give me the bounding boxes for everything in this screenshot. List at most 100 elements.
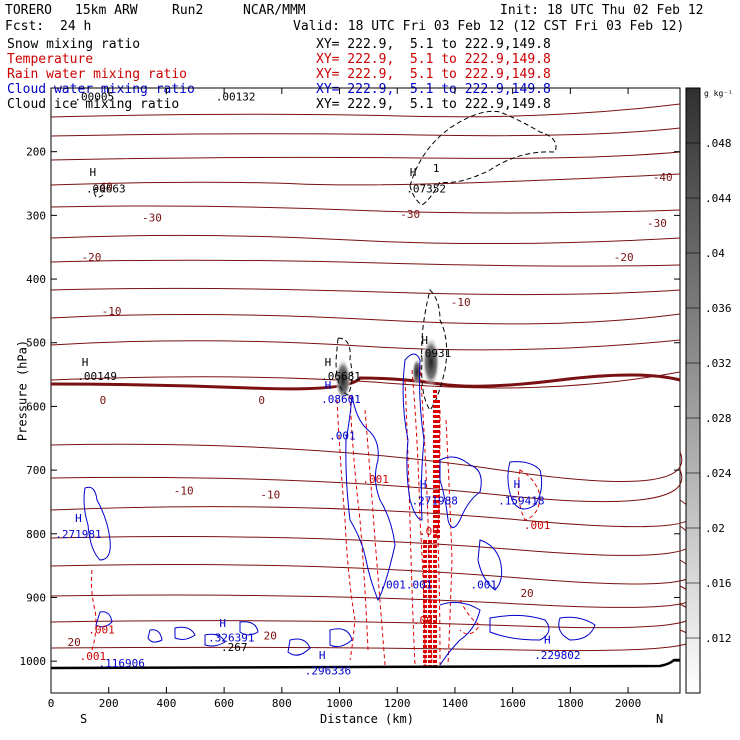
y-tick-label: 300 xyxy=(26,209,46,222)
isotherm-label: -30 xyxy=(142,211,162,224)
y-tick-label: 400 xyxy=(26,273,46,286)
contour-value-label: H xyxy=(219,617,226,630)
field-label-cloud-water: Cloud water mixing ratio xyxy=(7,82,195,97)
field-label-snow: Snow mixing ratio xyxy=(7,37,141,52)
field-xy-rain: XY= 222.9, 5.1 to 222.9,149.8 xyxy=(316,67,551,82)
contour-value-label: .0931 xyxy=(418,347,451,360)
contour-value-label: .00132 xyxy=(216,90,256,103)
cloud-water-contours xyxy=(83,353,596,666)
field-label-cloud-ice: Cloud ice mixing ratio xyxy=(7,97,180,112)
contour-value-label: H xyxy=(75,512,82,525)
header-model: TORERO xyxy=(5,3,52,18)
contour-value-label: .001 xyxy=(88,623,115,636)
x-tick-label: 1200 xyxy=(384,697,411,710)
field-xy-snow: XY= 222.9, 5.1 to 222.9,149.8 xyxy=(316,37,551,52)
contour-value-label: H xyxy=(82,356,89,369)
isotherm-label: -10 xyxy=(174,484,194,497)
header-resolution: 15km ARW xyxy=(75,3,138,18)
contour-value-label: .296336 xyxy=(305,665,351,678)
contour-value-label: .001 xyxy=(362,473,389,486)
isotherm-label: -10 xyxy=(260,488,280,501)
contour-value-label: .001 xyxy=(524,519,551,532)
contour-value-label: .271988 xyxy=(412,495,458,508)
contour-value-label: .267 xyxy=(221,641,248,654)
x-tick-label: 0 xyxy=(48,697,55,710)
isotherm-label: -40 xyxy=(93,181,113,194)
contour-value-label: .001 xyxy=(329,430,356,443)
isotherm-label: 20 xyxy=(67,636,80,649)
contour-value-label: H xyxy=(420,478,427,491)
contour-value-label: .001 xyxy=(80,650,107,663)
colorbar-tick-label: .028 xyxy=(705,412,732,425)
field-label-rain: Rain water mixing ratio xyxy=(7,67,188,82)
colorbar-tick-label: .036 xyxy=(705,302,732,315)
x-tick-label: 1000 xyxy=(326,697,353,710)
y-tick-label: 900 xyxy=(26,591,46,604)
snow-core-1 xyxy=(335,358,351,402)
cloud-ice-contours xyxy=(92,110,557,411)
field-xy-cloud-water: XY= 222.9, 5.1 to 222.9,149.8 xyxy=(316,82,551,97)
isotherm-label: -20 xyxy=(614,251,634,264)
y-tick-label: 600 xyxy=(26,400,46,413)
colorbar-tick-label: .032 xyxy=(705,357,732,370)
y-axis-label: Pressure (hPa) xyxy=(15,339,30,442)
zero-isotherm xyxy=(50,373,681,391)
isotherm-label: 0 xyxy=(100,394,107,407)
contour-value-label: .00149 xyxy=(77,370,117,383)
field-label-temperature: Temperature xyxy=(7,52,94,67)
colorbar-tick-label: .048 xyxy=(705,137,732,150)
isotherm-label: -20 xyxy=(81,251,101,264)
contour-value-label: H xyxy=(325,356,332,369)
contour-value-label: .001.001 xyxy=(379,579,432,592)
x-end-label-right: N xyxy=(656,712,664,726)
contour-value-label: .06681 xyxy=(321,370,361,383)
plot-frame xyxy=(50,87,681,694)
contour-value-label: .00663 xyxy=(86,183,126,196)
contour-value-label: H xyxy=(514,478,521,491)
header-valid: Valid: 18 UTC Fri 03 Feb 12 (12 CST Fri … xyxy=(293,19,685,34)
colorbar-tick-label: .024 xyxy=(705,467,732,480)
isotherm-label: 20 xyxy=(520,587,533,600)
isotherm-label: 0 xyxy=(258,394,265,407)
colorbar-unit: g kg⁻¹ xyxy=(704,89,733,98)
contour-value-label: 1 xyxy=(433,162,440,175)
contour-value-label: H xyxy=(544,634,551,647)
contour-value-label: .00005 xyxy=(74,90,114,103)
contour-value-label: H xyxy=(325,379,332,392)
header-run: Run2 xyxy=(172,3,204,18)
contour-value-label: H xyxy=(421,334,428,347)
snow-core-2 xyxy=(422,336,440,388)
header-fcst-label: Fcst: xyxy=(5,19,45,34)
colorbar-tick-label: .04 xyxy=(705,247,725,260)
isotherm-label: 20 xyxy=(264,630,277,643)
contour-value-label: H xyxy=(90,166,97,179)
contour-value-label: .001 xyxy=(471,579,498,592)
y-tick-label: 200 xyxy=(26,146,46,159)
isotherm-label: -10 xyxy=(102,305,122,318)
rain-core xyxy=(423,390,440,668)
y-tick-label: 500 xyxy=(26,337,46,350)
x-tick-label: 2000 xyxy=(615,697,642,710)
isotherm-label: -30 xyxy=(647,217,667,230)
x-tick-label: 400 xyxy=(156,697,176,710)
rain-water-contours xyxy=(90,364,541,666)
header-init: Init: 18 UTC Thu 02 Feb 12 xyxy=(500,3,704,18)
isotherm-label: -30 xyxy=(400,208,420,221)
field-xy-temperature: XY= 222.9, 5.1 to 222.9,149.8 xyxy=(316,52,551,67)
contour-value-label: .326391 xyxy=(208,632,254,645)
contour-value-label: .07352 xyxy=(406,183,446,196)
colorbar-tick-label: .044 xyxy=(705,192,732,205)
y-tick-label: 800 xyxy=(26,528,46,541)
colorbar-tick-label: .012 xyxy=(705,632,732,645)
header-fcst-value: 24 h xyxy=(60,19,92,34)
y-tick-label: 1000 xyxy=(20,655,47,668)
x-tick-label: 1600 xyxy=(499,697,526,710)
x-end-label-left: S xyxy=(80,712,88,726)
contour-value-label: .229802 xyxy=(534,649,580,662)
contour-value-label: .09 xyxy=(419,525,439,538)
x-axis-label: Distance (km) xyxy=(320,712,414,726)
contour-value-label: .116906 xyxy=(99,657,145,670)
colorbar xyxy=(685,87,701,694)
contour-value-label: .271981 xyxy=(55,528,101,541)
header-org: NCAR/MMM xyxy=(243,3,306,18)
